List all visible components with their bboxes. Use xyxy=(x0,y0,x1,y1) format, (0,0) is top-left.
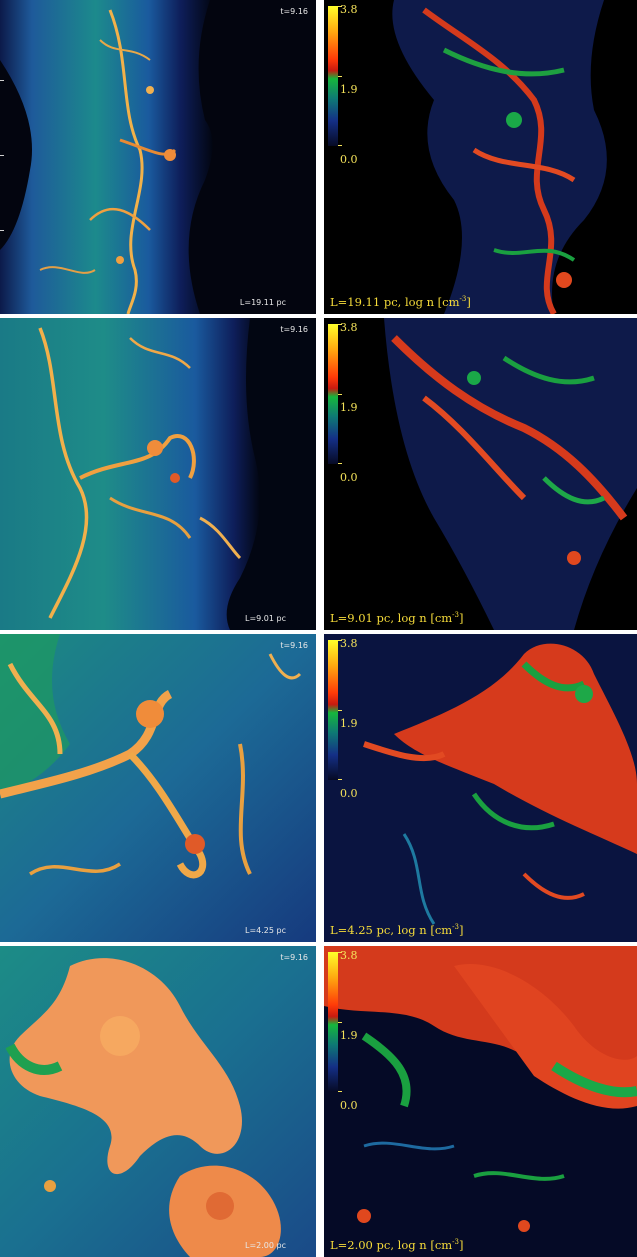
colorbar-mid-label-row-4: 1.9 xyxy=(340,1029,358,1042)
colorbar-row-4: 3.8 1.9 0.0 xyxy=(328,949,388,1111)
right-density-map-row-3 xyxy=(324,634,637,942)
left-panel-row-2: t=9.16 L=9.01 pc xyxy=(0,318,316,630)
colorbar-gradient-row-2 xyxy=(328,324,338,464)
right-density-map-row-2 xyxy=(324,318,637,630)
caption-exponent-row-1: -3 xyxy=(459,295,467,304)
colorbar-gradient-row-3 xyxy=(328,640,338,780)
caption-exponent-row-2: -3 xyxy=(452,611,459,620)
time-label-row-2: t=9.16 xyxy=(280,325,308,334)
colorbar-mid-label-row-2: 1.9 xyxy=(340,401,358,414)
caption-close-row-4: ] xyxy=(459,1238,464,1252)
left-density-map-row-3 xyxy=(0,634,316,942)
left-panel-row-3: t=9.16 L=4.25 pc xyxy=(0,634,316,942)
colorbar-gradient-row-1 xyxy=(328,6,338,146)
scale-label-row-1: L=19.11 pc xyxy=(239,298,286,307)
left-density-map-row-1 xyxy=(0,0,316,314)
caption-text-row-3: L=4.25 pc, log n [cm xyxy=(330,923,453,937)
colorbar-bottom-label-row-4: 0.0 xyxy=(340,1099,358,1112)
caption-exponent-row-3: -3 xyxy=(452,923,459,932)
caption-row-3: L=4.25 pc, log n [cm-3] xyxy=(330,923,464,937)
time-label-row-4: t=9.16 xyxy=(280,953,308,962)
colorbar-bottom-label-row-1: 0.0 xyxy=(340,153,358,166)
scale-label-row-2: L=9.01 pc xyxy=(245,614,286,623)
caption-close-row-3: ] xyxy=(459,923,464,937)
colorbar-row-3: 3.8 1.9 0.0 xyxy=(328,637,388,799)
left-panel-row-1: t=9.16 L=19.11 pc xyxy=(0,0,316,314)
colorbar-top-label-row-1: 3.8 xyxy=(340,3,358,16)
colorbar-top-label-row-3: 3.8 xyxy=(340,637,358,650)
right-panel-row-3: 3.8 1.9 0.0 L=4.25 pc, log n [cm-3] xyxy=(324,634,637,942)
scale-label-row-3: L=4.25 pc xyxy=(245,926,286,935)
caption-close-row-2: ] xyxy=(459,611,464,625)
caption-text-row-2: L=9.01 pc, log n [cm xyxy=(330,611,453,625)
caption-text-row-4: L=2.00 pc, log n [cm xyxy=(330,1238,453,1252)
colorbar-bottom-label-row-3: 0.0 xyxy=(340,787,358,800)
colorbar-top-label-row-2: 3.8 xyxy=(340,321,358,334)
left-axis-ticks-row-1 xyxy=(0,0,4,314)
colorbar-mid-label-row-3: 1.9 xyxy=(340,717,358,730)
left-density-map-row-4 xyxy=(0,946,316,1257)
right-panel-row-2: 3.8 1.9 0.0 L=9.01 pc, log n [cm-3] xyxy=(324,318,637,630)
caption-row-2: L=9.01 pc, log n [cm-3] xyxy=(330,611,464,625)
colorbar-gradient-row-4 xyxy=(328,952,338,1092)
scale-label-row-4: L=2.00 pc xyxy=(245,1241,286,1250)
caption-text-row-1: L=19.11 pc, log n [cm xyxy=(330,295,460,309)
right-density-map-row-1 xyxy=(324,0,637,314)
colorbar-row-2: 3.8 1.9 0.0 xyxy=(328,321,388,483)
caption-close-row-1: ] xyxy=(466,295,471,309)
caption-row-4: L=2.00 pc, log n [cm-3] xyxy=(330,1238,464,1252)
time-label-row-1: t=9.16 xyxy=(280,7,308,16)
time-label-row-3: t=9.16 xyxy=(280,641,308,650)
caption-row-1: L=19.11 pc, log n [cm-3] xyxy=(330,295,471,309)
left-panel-row-4: t=9.16 L=2.00 pc xyxy=(0,946,316,1257)
right-panel-row-4: 3.8 1.9 0.0 L=2.00 pc, log n [cm-3] xyxy=(324,946,637,1257)
right-panel-row-1: 3.8 1.9 0.0 L=19.11 pc, log n [cm-3] xyxy=(324,0,637,314)
colorbar-bottom-label-row-2: 0.0 xyxy=(340,471,358,484)
caption-exponent-row-4: -3 xyxy=(452,1238,459,1247)
left-density-map-row-2 xyxy=(0,318,316,630)
right-density-map-row-4 xyxy=(324,946,637,1257)
colorbar-row-1: 3.8 1.9 0.0 xyxy=(328,3,388,165)
colorbar-mid-label-row-1: 1.9 xyxy=(340,83,358,96)
colorbar-top-label-row-4: 3.8 xyxy=(340,949,358,962)
